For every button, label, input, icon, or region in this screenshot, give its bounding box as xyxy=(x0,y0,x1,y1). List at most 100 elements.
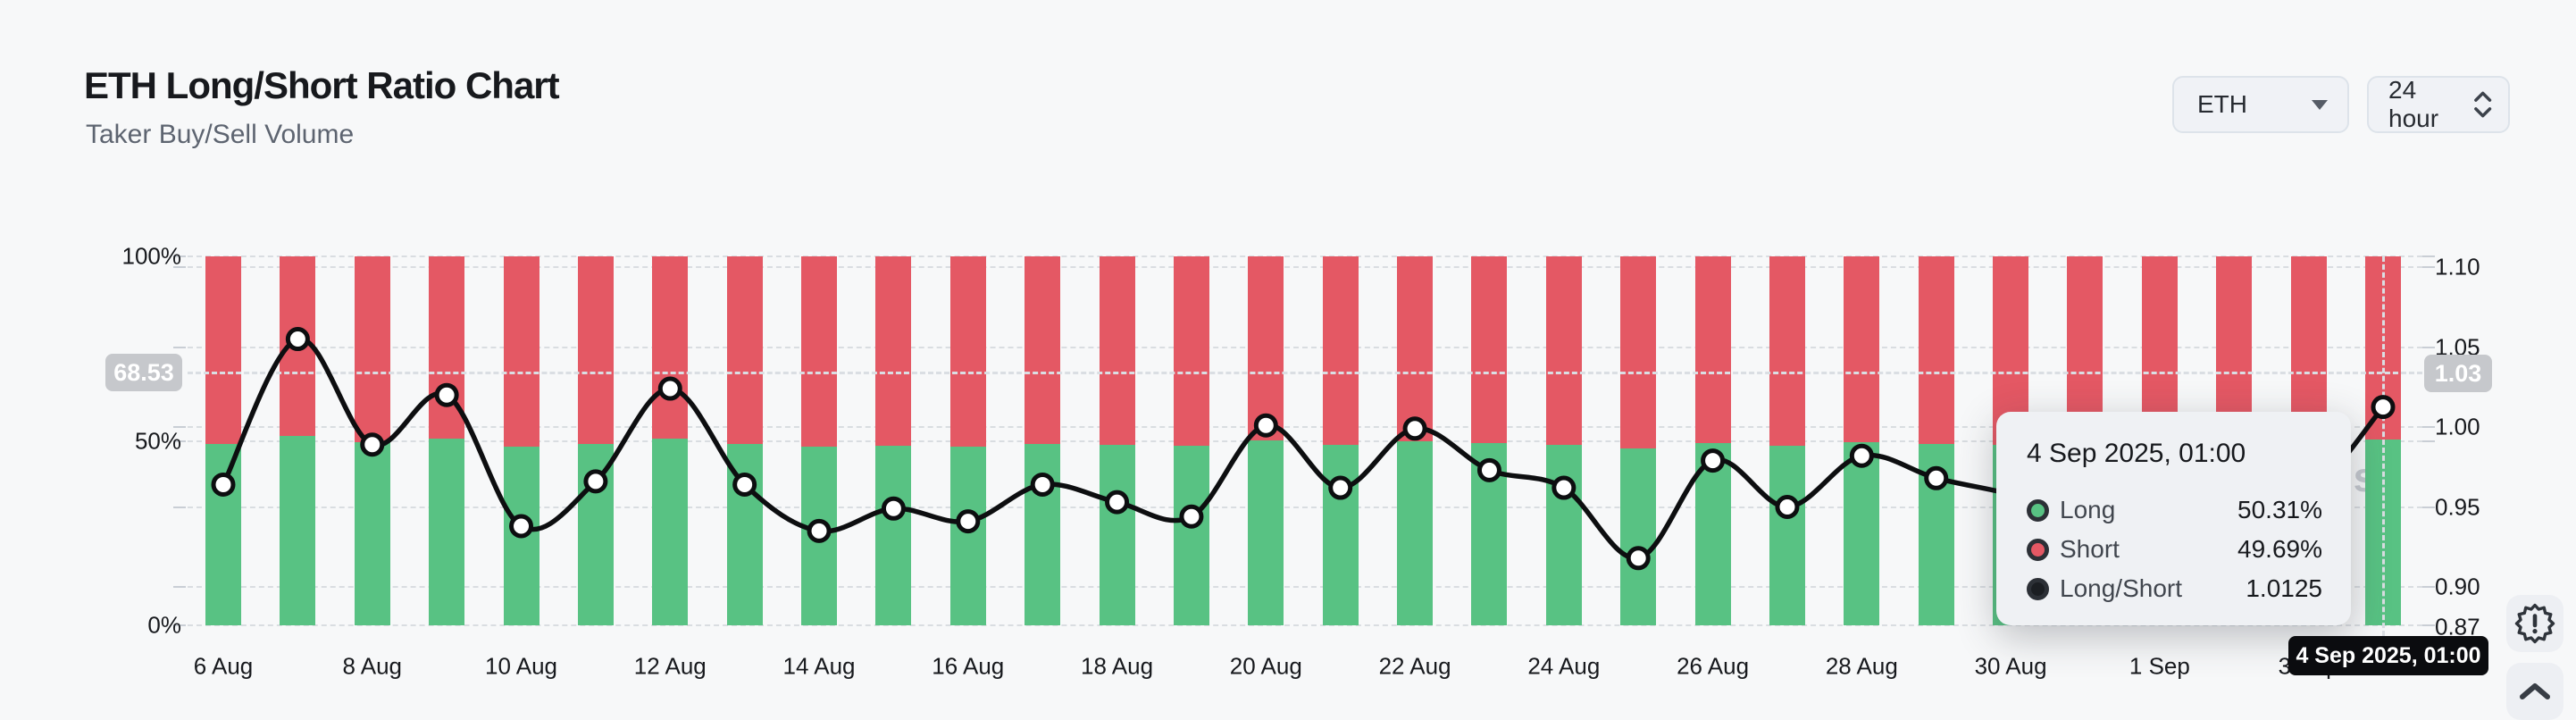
bar-short-segment[interactable] xyxy=(652,256,689,440)
tooltip-series-value: 1.0125 xyxy=(2246,574,2322,602)
tooltip-row: Short 49.69% xyxy=(2027,530,2322,569)
bar-short-segment[interactable] xyxy=(1397,256,1434,441)
bar-long-segment[interactable] xyxy=(1545,444,1582,625)
right-axis-label: 0.87 xyxy=(2435,613,2480,640)
bar-short-segment[interactable] xyxy=(577,256,614,445)
bar-long-segment[interactable] xyxy=(1173,446,1209,625)
gridline xyxy=(188,586,2422,588)
right-axis-tick xyxy=(2422,506,2435,508)
bar-long-segment[interactable] xyxy=(652,439,689,625)
bar-long-segment[interactable] xyxy=(1471,443,1508,625)
bar-short-segment[interactable] xyxy=(1769,256,1805,446)
left-axis-tick xyxy=(173,266,186,268)
left-axis-label: 50% xyxy=(134,427,181,454)
scroll-to-top-button[interactable] xyxy=(2506,663,2563,720)
chevron-up-icon xyxy=(2520,683,2550,699)
gridline xyxy=(188,255,2422,257)
alert-badge-button[interactable] xyxy=(2506,595,2563,652)
right-axis-label: 1.00 xyxy=(2435,413,2480,440)
bar-short-segment[interactable] xyxy=(503,256,539,448)
crosshair-vertical-line xyxy=(2382,256,2385,636)
left-axis-tick xyxy=(173,426,186,428)
bar-long-segment[interactable] xyxy=(1099,445,1135,625)
chevron-down-icon xyxy=(2312,99,2328,110)
right-axis-tick xyxy=(2422,624,2435,626)
bar-short-segment[interactable] xyxy=(1545,256,1582,445)
bar-short-segment[interactable] xyxy=(1248,256,1284,441)
bar-short-segment[interactable] xyxy=(1844,256,1880,443)
bar-long-segment[interactable] xyxy=(354,441,390,625)
x-axis-label: 18 Aug xyxy=(1081,652,1154,680)
interval-select-value: 24 hour xyxy=(2388,76,2439,132)
x-axis-label: 14 Aug xyxy=(782,652,856,680)
bar-short-segment[interactable] xyxy=(1694,256,1731,443)
right-axis-label: 1.10 xyxy=(2435,253,2480,280)
tooltip-row: Long 50.31% xyxy=(2027,490,2322,530)
x-axis-label: 1 Sep xyxy=(2129,652,2190,680)
bar-short-segment[interactable] xyxy=(801,256,838,448)
gridline xyxy=(188,266,2422,268)
bar-long-segment[interactable] xyxy=(1844,442,1880,625)
crosshair-left-badge: 68.53 xyxy=(105,354,182,391)
bar-short-segment[interactable] xyxy=(1918,256,1954,444)
bar-short-segment[interactable] xyxy=(354,256,390,442)
bar-long-segment[interactable] xyxy=(1248,440,1284,625)
left-axis-tick xyxy=(173,624,186,626)
bar-long-segment[interactable] xyxy=(1025,444,1061,625)
bar-short-segment[interactable] xyxy=(429,256,465,440)
bar-short-segment[interactable] xyxy=(280,256,316,436)
page-subtitle: Taker Buy/Sell Volume xyxy=(86,120,355,149)
tooltip-series-label: Long xyxy=(2060,496,2116,523)
bar-long-segment[interactable] xyxy=(1322,444,1359,625)
right-axis-tick xyxy=(2422,426,2435,428)
symbol-select[interactable]: ETH xyxy=(2172,76,2349,133)
bar-short-segment[interactable] xyxy=(1025,256,1061,445)
left-axis-tick xyxy=(173,346,186,348)
bar-long-segment[interactable] xyxy=(1620,448,1657,625)
bar-short-segment[interactable] xyxy=(875,256,912,446)
x-axis-label: 30 Aug xyxy=(1974,652,2047,680)
x-axis-label: 24 Aug xyxy=(1527,652,1601,680)
bar-short-segment[interactable] xyxy=(1471,256,1508,444)
bar-long-segment[interactable] xyxy=(1694,442,1731,625)
right-axis-label: 0.95 xyxy=(2435,493,2480,520)
right-axis-tick xyxy=(2422,346,2435,348)
bar-long-segment[interactable] xyxy=(801,447,838,625)
bar-long-segment[interactable] xyxy=(1397,440,1434,625)
bar-long-segment[interactable] xyxy=(1918,443,1954,625)
symbol-select-value: ETH xyxy=(2197,90,2247,118)
tooltip-series-value: 49.69% xyxy=(2237,535,2322,563)
left-axis-tick xyxy=(173,440,186,442)
bar-short-segment[interactable] xyxy=(1099,256,1135,446)
bar-short-segment[interactable] xyxy=(726,256,763,445)
x-axis-label: 20 Aug xyxy=(1229,652,1302,680)
bar-long-segment[interactable] xyxy=(726,444,763,625)
bar-long-segment[interactable] xyxy=(205,444,241,625)
bar-short-segment[interactable] xyxy=(1322,256,1359,445)
bar-long-segment[interactable] xyxy=(949,446,986,625)
series-color-dot xyxy=(2027,538,2049,561)
series-color-dot xyxy=(2027,577,2049,600)
bar-long-segment[interactable] xyxy=(280,435,316,625)
bar-short-segment[interactable] xyxy=(949,256,986,447)
bar-long-segment[interactable] xyxy=(429,439,465,625)
interval-select[interactable]: 24 hour xyxy=(2367,76,2510,133)
bar-long-segment[interactable] xyxy=(1769,445,1805,625)
right-axis-tick xyxy=(2422,255,2435,257)
bar-short-segment[interactable] xyxy=(205,256,241,445)
bar-short-segment[interactable] xyxy=(1173,256,1209,447)
x-axis-label: 16 Aug xyxy=(932,652,1005,680)
bar-long-segment[interactable] xyxy=(875,445,912,625)
right-axis-tick xyxy=(2422,586,2435,588)
right-axis-tick xyxy=(2422,266,2435,268)
x-axis-label: 26 Aug xyxy=(1677,652,1750,680)
bar-long-segment[interactable] xyxy=(577,444,614,625)
bar-short-segment[interactable] xyxy=(1620,256,1657,449)
tooltip-date: 4 Sep 2025, 01:00 xyxy=(2027,439,2246,468)
right-axis-label: 0.90 xyxy=(2435,573,2480,600)
bar-long-segment[interactable] xyxy=(503,447,539,625)
x-axis-label: 28 Aug xyxy=(1825,652,1898,680)
x-axis-label: 22 Aug xyxy=(1378,652,1451,680)
left-axis-tick xyxy=(173,586,186,588)
tooltip-series-label: Short xyxy=(2060,535,2120,563)
